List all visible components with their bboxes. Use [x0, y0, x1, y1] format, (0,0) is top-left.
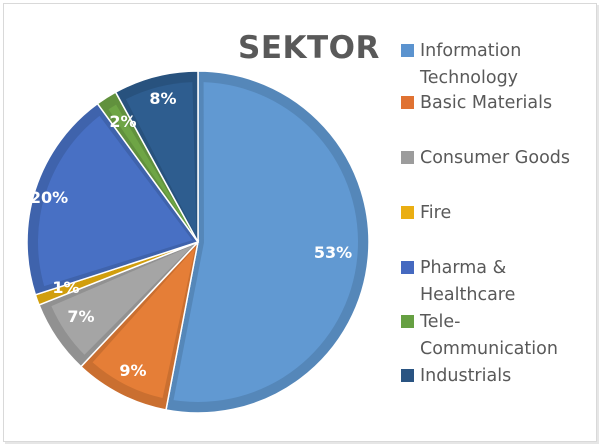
pie-slice-inner	[108, 104, 195, 237]
pie-slice-inner	[92, 247, 196, 399]
legend-item-telecommunication[interactable]: Tele- Communication	[401, 309, 590, 363]
legend-label: Consumer Goods	[420, 148, 570, 168]
legend-swatch-icon	[401, 96, 414, 109]
legend-item-fire[interactable]: Fire	[401, 200, 590, 227]
legend-item-information-technology[interactable]: Information Technology	[401, 38, 590, 92]
legend-item-basic-materials[interactable]: Basic Materials	[401, 90, 590, 117]
pie-slice-label: 2%	[109, 112, 136, 131]
legend-label: Tele- Communication	[420, 312, 558, 359]
pie-slice-inner	[173, 82, 359, 402]
legend-swatch-icon	[401, 369, 414, 382]
legend-label: Pharma & Healthcare	[420, 258, 516, 305]
legend-label: Information Technology	[420, 41, 522, 88]
legend-label: Basic Materials	[420, 93, 553, 113]
pie-slice-inner	[125, 82, 197, 237]
pie-slice-label: 7%	[67, 307, 94, 326]
legend-label: Fire	[420, 203, 452, 223]
pie-slice-inner	[51, 245, 194, 355]
legend-swatch-icon	[401, 44, 414, 57]
chart-title: SEKTOR	[238, 30, 380, 66]
pie-slice-label: 20%	[30, 188, 68, 207]
pie-slice-label: 53%	[314, 243, 352, 262]
legend-swatch-icon	[401, 315, 414, 328]
pie-slice-label: 9%	[119, 361, 146, 380]
legend-swatch-icon	[401, 151, 414, 164]
pie-slice-label: 1%	[52, 278, 79, 297]
legend-swatch-icon	[401, 206, 414, 219]
legend-label: Industrials	[420, 366, 512, 386]
legend-item-consumer-goods[interactable]: Consumer Goods	[401, 145, 590, 172]
pie-slice-inner	[38, 115, 193, 287]
pie-slices	[26, 70, 370, 414]
legend-item-industrials[interactable]: Industrials	[401, 363, 590, 390]
legend-swatch-icon	[401, 261, 414, 274]
pie-labels: 53% 9% 7% 1% 20% 2% 8%	[30, 89, 352, 380]
legend-item-pharma-healthcare[interactable]: Pharma & Healthcare	[401, 255, 590, 309]
pie-slice-label: 8%	[149, 89, 176, 108]
